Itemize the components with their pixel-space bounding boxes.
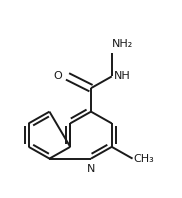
Text: NH: NH xyxy=(114,71,131,81)
Text: O: O xyxy=(53,71,62,81)
Text: N: N xyxy=(87,164,95,173)
Text: NH₂: NH₂ xyxy=(112,39,133,49)
Text: CH₃: CH₃ xyxy=(133,154,154,164)
